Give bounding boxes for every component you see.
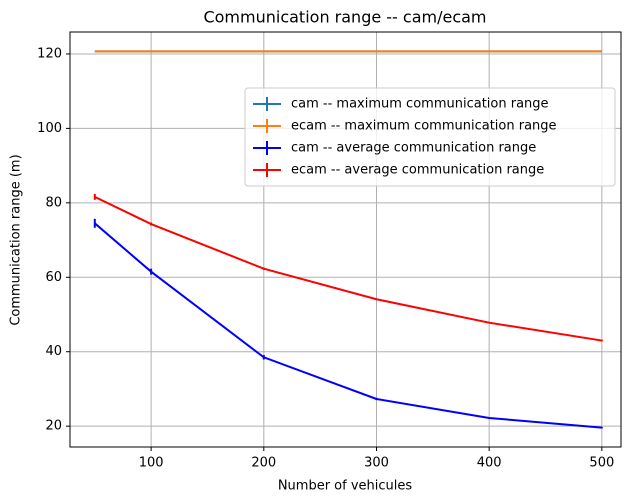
series-line [94, 222, 602, 429]
y-tick-label: 100 [37, 121, 62, 136]
x-tick-label: 300 [364, 456, 389, 471]
x-tick-label: 200 [251, 456, 276, 471]
legend-label: cam -- maximum communication range [291, 97, 549, 112]
legend-box [244, 87, 616, 187]
y-tick-label: 40 [45, 344, 62, 359]
chart-title: Communication range -- cam/ecam [203, 8, 486, 27]
plot-frame [69, 31, 622, 448]
legend-label: ecam -- maximum communication range [291, 119, 557, 134]
series-line [94, 195, 603, 342]
y-tick-label: 20 [45, 419, 62, 434]
legend-label: ecam -- average communication range [291, 163, 544, 178]
y-axis-label: Communication range (m) [9, 154, 24, 325]
x-tick-label: 400 [477, 456, 502, 471]
y-tick-label: 60 [45, 270, 62, 285]
y-tick-label: 120 [37, 46, 62, 61]
y-tick-label: 80 [45, 195, 62, 210]
x-tick-label: 100 [139, 456, 164, 471]
x-axis-label: Number of vehicules [278, 479, 413, 494]
x-tick-label: 500 [589, 456, 614, 471]
legend-label: cam -- average communication range [291, 141, 536, 156]
